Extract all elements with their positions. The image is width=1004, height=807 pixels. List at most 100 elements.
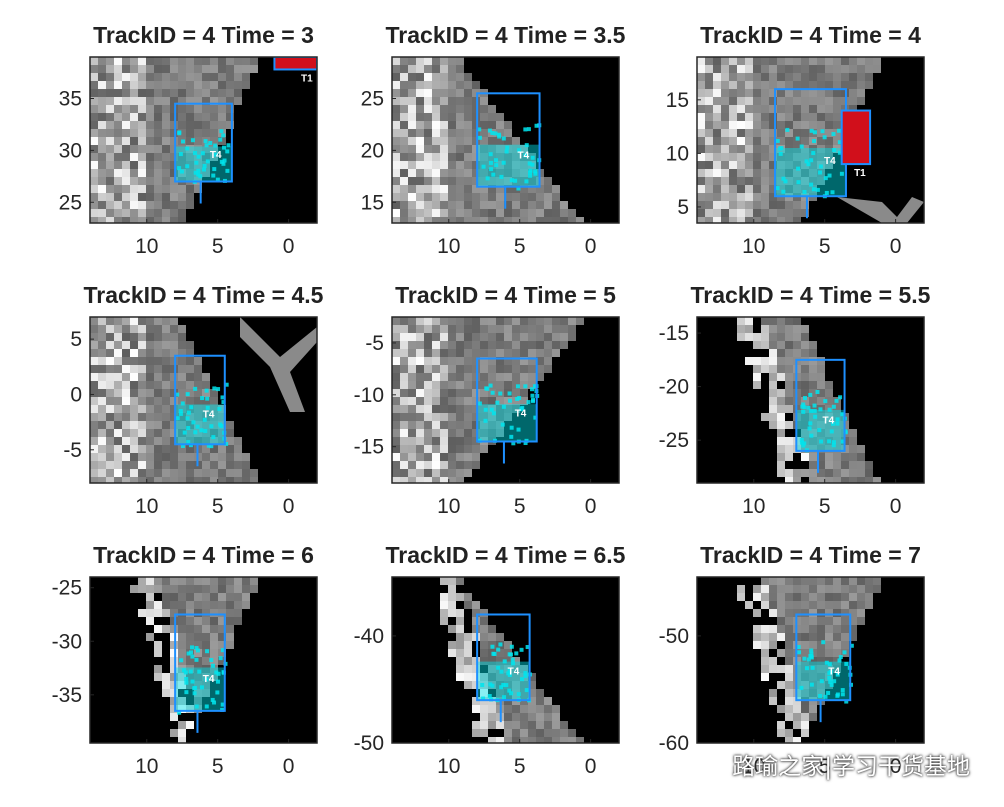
track-point: [225, 168, 230, 173]
image-cell: [408, 57, 416, 65]
image-cell: [729, 121, 737, 129]
image-cell: [392, 437, 400, 445]
image-cell: [162, 689, 170, 697]
image-cell: [162, 193, 170, 201]
image-cell: [464, 341, 472, 349]
image-cell: [833, 81, 841, 89]
image-cell: [424, 201, 432, 209]
track-box-label: T4: [828, 666, 840, 677]
image-cell: [705, 177, 713, 185]
track-point: [483, 418, 488, 423]
image-cell: [178, 89, 186, 97]
image-cell: [528, 185, 536, 193]
image-cell: [769, 657, 777, 665]
image-cell: [801, 185, 809, 193]
track-box-label: T4: [515, 409, 527, 420]
image-cell: [90, 421, 98, 429]
track-box-label: T4: [823, 416, 835, 427]
image-cell: [408, 185, 416, 193]
image-cell: [138, 317, 146, 325]
image-cell: [234, 65, 242, 73]
image-cell: [226, 633, 234, 641]
image-cell: [729, 89, 737, 97]
image-cell: [825, 65, 833, 73]
image-cell: [753, 333, 761, 341]
image-cell: [226, 65, 234, 73]
image-cell: [761, 57, 769, 65]
track-point: [180, 401, 185, 406]
image-cell: [504, 657, 512, 665]
image-cell: [392, 461, 400, 469]
image-cell: [226, 121, 234, 129]
image-cell: [745, 317, 753, 325]
image-cell: [785, 161, 793, 169]
panel-title: TrackID = 4 Time = 4.5: [84, 282, 324, 308]
image-cell: [769, 357, 777, 365]
image-cell: [114, 73, 122, 81]
image-cell: [769, 153, 777, 161]
image-cell: [729, 153, 737, 161]
image-cell: [480, 129, 488, 137]
image-cell: [753, 193, 761, 201]
image-cell: [138, 201, 146, 209]
image-cell: [817, 153, 825, 161]
image-cell: [841, 461, 849, 469]
image-cell: [737, 317, 745, 325]
image-cell: [424, 421, 432, 429]
image-cell: [528, 373, 536, 381]
image-cell: [162, 325, 170, 333]
image-cell: [400, 469, 408, 477]
image-cell: [849, 633, 857, 641]
image-cell: [833, 89, 841, 97]
image-cell: [480, 729, 488, 737]
track-point: [178, 152, 183, 157]
track-point: [516, 186, 521, 191]
image-cell: [448, 201, 456, 209]
panel-image: T4: [392, 57, 619, 223]
track-point: [502, 695, 507, 700]
image-cell: [456, 57, 464, 65]
image-cell: [488, 105, 496, 113]
track-point: [175, 416, 180, 421]
image-cell: [809, 601, 817, 609]
track-point: [835, 421, 840, 426]
image-cell: [849, 601, 857, 609]
image-cell: [801, 113, 809, 121]
image-cell: [793, 609, 801, 617]
track-point: [488, 383, 493, 388]
image-cell: [865, 593, 873, 601]
image-cell: [400, 153, 408, 161]
image-cell: [536, 705, 544, 713]
image-cell: [122, 129, 130, 137]
image-cell: [154, 325, 162, 333]
image-cell: [496, 121, 504, 129]
image-cell: [705, 209, 713, 217]
image-cell: [202, 145, 210, 153]
track-point: [534, 123, 539, 128]
image-cell: [801, 65, 809, 73]
image-cell: [130, 397, 138, 405]
image-cell: [226, 81, 234, 89]
image-cell: [472, 177, 480, 185]
track-fill: [477, 404, 537, 442]
track-point: [530, 387, 535, 392]
image-cell: [464, 421, 472, 429]
image-cell: [448, 357, 456, 365]
image-cell: [170, 421, 178, 429]
image-cell: [432, 445, 440, 453]
image-cell: [170, 153, 178, 161]
image-cell: [729, 169, 737, 177]
image-cell: [122, 381, 130, 389]
image-cell: [464, 97, 472, 105]
image-cell: [833, 641, 841, 649]
image-cell: [114, 121, 122, 129]
image-cell: [777, 357, 785, 365]
image-cell: [713, 57, 721, 65]
track-point: [494, 163, 499, 168]
image-cell: [817, 617, 825, 625]
image-cell: [512, 397, 520, 405]
image-cell: [785, 89, 793, 97]
image-cell: [170, 201, 178, 209]
image-cell: [825, 389, 833, 397]
image-cell: [697, 57, 705, 65]
